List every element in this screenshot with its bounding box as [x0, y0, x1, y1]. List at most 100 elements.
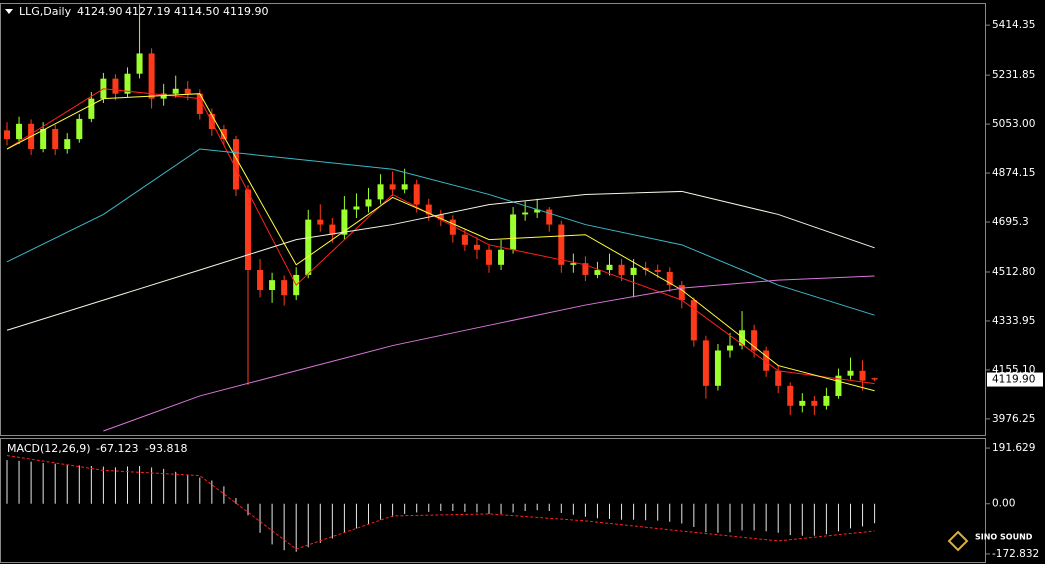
candle-body	[377, 184, 384, 200]
y-tick-label: 0.00	[992, 498, 1015, 510]
moving-average	[6, 190, 875, 331]
candle-body	[727, 345, 733, 351]
candle-body	[64, 139, 71, 150]
candle-body	[124, 73, 131, 94]
candle-body	[835, 375, 842, 396]
candle-body	[847, 370, 854, 376]
candle-body	[76, 118, 83, 140]
candle-body	[341, 209, 348, 235]
candle-body	[678, 285, 685, 301]
macd-main-value: -67.123	[96, 442, 138, 455]
candle-body	[16, 123, 23, 140]
symbol-label: LLG,Daily	[19, 5, 72, 18]
y-tick-label: 4874.15	[992, 167, 1035, 179]
candle-body	[281, 280, 288, 296]
y-tick-label: 3976.25	[992, 413, 1035, 425]
macd-signal-value: -93.818	[145, 442, 187, 455]
watermark: SINO SOUND	[975, 533, 1033, 542]
candle-body	[522, 212, 529, 215]
candle-body	[88, 98, 95, 119]
candle-body	[136, 53, 143, 74]
candle-body	[437, 214, 444, 220]
low-label: 4114.50	[174, 5, 220, 18]
close-label: 4119.90	[223, 5, 269, 18]
candle-body	[570, 263, 577, 265]
candle-body	[763, 350, 770, 371]
candle-body	[630, 267, 637, 275]
candle-body	[690, 300, 697, 341]
candle-body	[317, 219, 324, 225]
menu-icon[interactable]	[5, 9, 13, 14]
moving-average	[6, 93, 875, 392]
y-tick-label: 4333.95	[992, 315, 1035, 327]
candle-body	[365, 199, 372, 207]
candle-body	[305, 219, 312, 275]
candle-body	[666, 271, 673, 286]
y-tick-label: 5053.00	[992, 118, 1035, 130]
y-tick-label: 4695.3	[992, 216, 1029, 228]
candle-body	[425, 204, 432, 215]
candle-body	[751, 330, 758, 351]
candle-body	[220, 129, 227, 140]
candle-body	[534, 209, 541, 213]
candle-body	[823, 395, 830, 406]
moving-average	[6, 148, 875, 316]
candle-body	[859, 370, 866, 381]
y-tick-label: 191.629	[992, 442, 1035, 454]
candle-body	[389, 184, 396, 190]
candle-body	[4, 130, 10, 140]
candle-body	[353, 206, 360, 210]
candle-body	[510, 214, 517, 250]
moving-average	[103, 275, 875, 432]
candle-body	[148, 53, 155, 99]
candle-body	[787, 385, 794, 406]
candle-body	[112, 78, 119, 94]
candle-body	[811, 400, 818, 406]
candle-body	[461, 234, 468, 245]
last-price-box	[987, 372, 1043, 387]
candle-body	[739, 330, 746, 346]
candle-body	[196, 93, 203, 114]
candle-body	[546, 209, 553, 225]
macd-title: MACD(12,26,9)	[7, 442, 91, 455]
candle-body	[245, 189, 251, 271]
logo-icon	[947, 530, 969, 552]
y-tick-label: 5231.85	[992, 69, 1035, 81]
candle-body	[871, 378, 878, 380]
candle-body	[654, 270, 661, 272]
macd-signal	[6, 455, 875, 550]
candle-body	[160, 93, 167, 99]
candle-body	[449, 219, 456, 235]
candle-body	[799, 400, 806, 406]
y-tick-label: 5414.35	[992, 19, 1035, 31]
candle-body	[606, 264, 613, 271]
candle-body	[401, 184, 408, 190]
candle-body	[594, 270, 601, 275]
candle-body	[714, 350, 721, 386]
open-label: 4124.90	[77, 5, 123, 18]
candle-body	[329, 224, 336, 235]
candle-body	[52, 129, 59, 150]
candle-body	[582, 263, 589, 275]
candle-body	[40, 129, 47, 150]
candle-body	[172, 88, 179, 94]
candle-body	[498, 249, 505, 265]
high-label: 4127.19	[125, 5, 171, 18]
candle-body	[184, 88, 191, 94]
y-tick-label: -172.832	[992, 548, 1039, 560]
macd-pane	[0, 438, 986, 563]
candle-body	[232, 139, 239, 190]
moving-average	[6, 88, 875, 385]
last-price-label: 4119.90	[992, 374, 1035, 386]
candle-body	[269, 280, 276, 290]
candle-body	[558, 224, 565, 265]
candle-body	[618, 264, 625, 275]
price-pane	[0, 3, 986, 436]
candle-body	[413, 184, 420, 205]
candle-body	[775, 370, 782, 386]
candle-body	[257, 270, 264, 290]
candle-body	[473, 244, 480, 250]
candle-body	[702, 340, 709, 386]
